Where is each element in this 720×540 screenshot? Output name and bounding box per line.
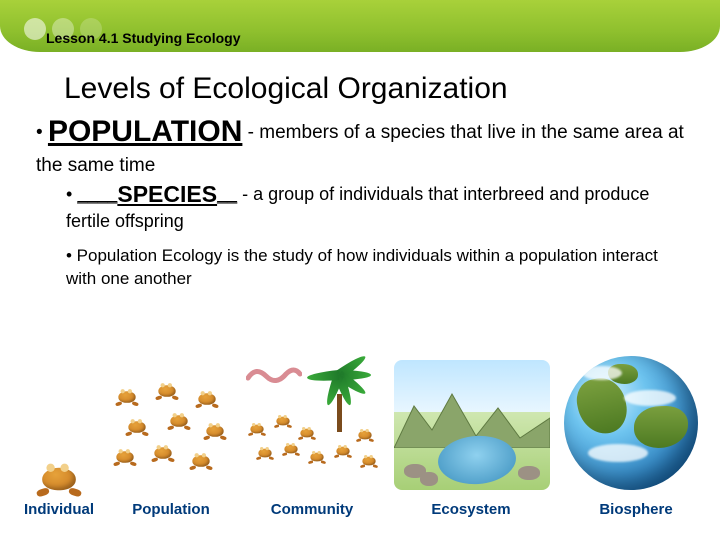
- frog-icon: [38, 464, 80, 495]
- main-content: Levels of Ecological Organization • POPU…: [36, 72, 692, 290]
- ecosystem-illustration: [394, 360, 550, 490]
- frog-icon: [275, 415, 292, 427]
- frog-icon: [361, 455, 378, 467]
- frog-icon: [204, 423, 226, 439]
- panel-community: [242, 360, 382, 490]
- blank-underline: __: [217, 184, 237, 204]
- frog-icon: [196, 391, 218, 407]
- frog-icon: [249, 423, 266, 435]
- frog-icon: [114, 449, 136, 465]
- label-population: Population: [116, 501, 226, 518]
- bullet-dot: •: [36, 122, 48, 143]
- term-population: POPULATION: [48, 115, 242, 148]
- bullet-pop-ecology: • Population Ecology is the study of how…: [66, 245, 692, 289]
- frog-icon: [126, 419, 148, 435]
- panel-population: [108, 380, 228, 490]
- bullet-dot: •: [66, 184, 77, 204]
- frog-icon: [152, 445, 174, 461]
- worm-icon: [246, 364, 302, 384]
- levels-diagram: Individual Population Community: [16, 324, 704, 524]
- term-species: SPECIES: [117, 181, 217, 207]
- blank-underline: ____: [77, 184, 117, 204]
- frog-icon: [257, 447, 274, 459]
- globe-icon: [564, 356, 698, 490]
- label-community: Community: [252, 501, 372, 518]
- frog-icon: [309, 451, 326, 463]
- frog-icon: [156, 383, 178, 399]
- panel-individual: [24, 468, 94, 490]
- rock-icon: [420, 472, 438, 486]
- frog-icon: [168, 413, 190, 429]
- plant-icon: [312, 354, 366, 432]
- page-title: Levels of Ecological Organization: [64, 72, 692, 106]
- bullet-species: • ____SPECIES__ - a group of individuals…: [66, 180, 692, 233]
- frog-icon: [335, 445, 352, 457]
- bullet-population: • POPULATION - members of a species that…: [36, 112, 692, 178]
- panel-biosphere: [564, 356, 704, 490]
- frog-icon: [190, 453, 212, 469]
- frog-icon: [283, 443, 300, 455]
- lesson-label: Lesson 4.1 Studying Ecology: [46, 30, 240, 46]
- panel-ecosystem: [394, 360, 550, 490]
- label-biosphere: Biosphere: [576, 501, 696, 518]
- label-individual: Individual: [16, 501, 102, 518]
- frog-icon: [116, 389, 138, 405]
- frog-icon: [357, 429, 374, 441]
- rock-icon: [518, 466, 540, 480]
- label-ecosystem: Ecosystem: [406, 501, 536, 518]
